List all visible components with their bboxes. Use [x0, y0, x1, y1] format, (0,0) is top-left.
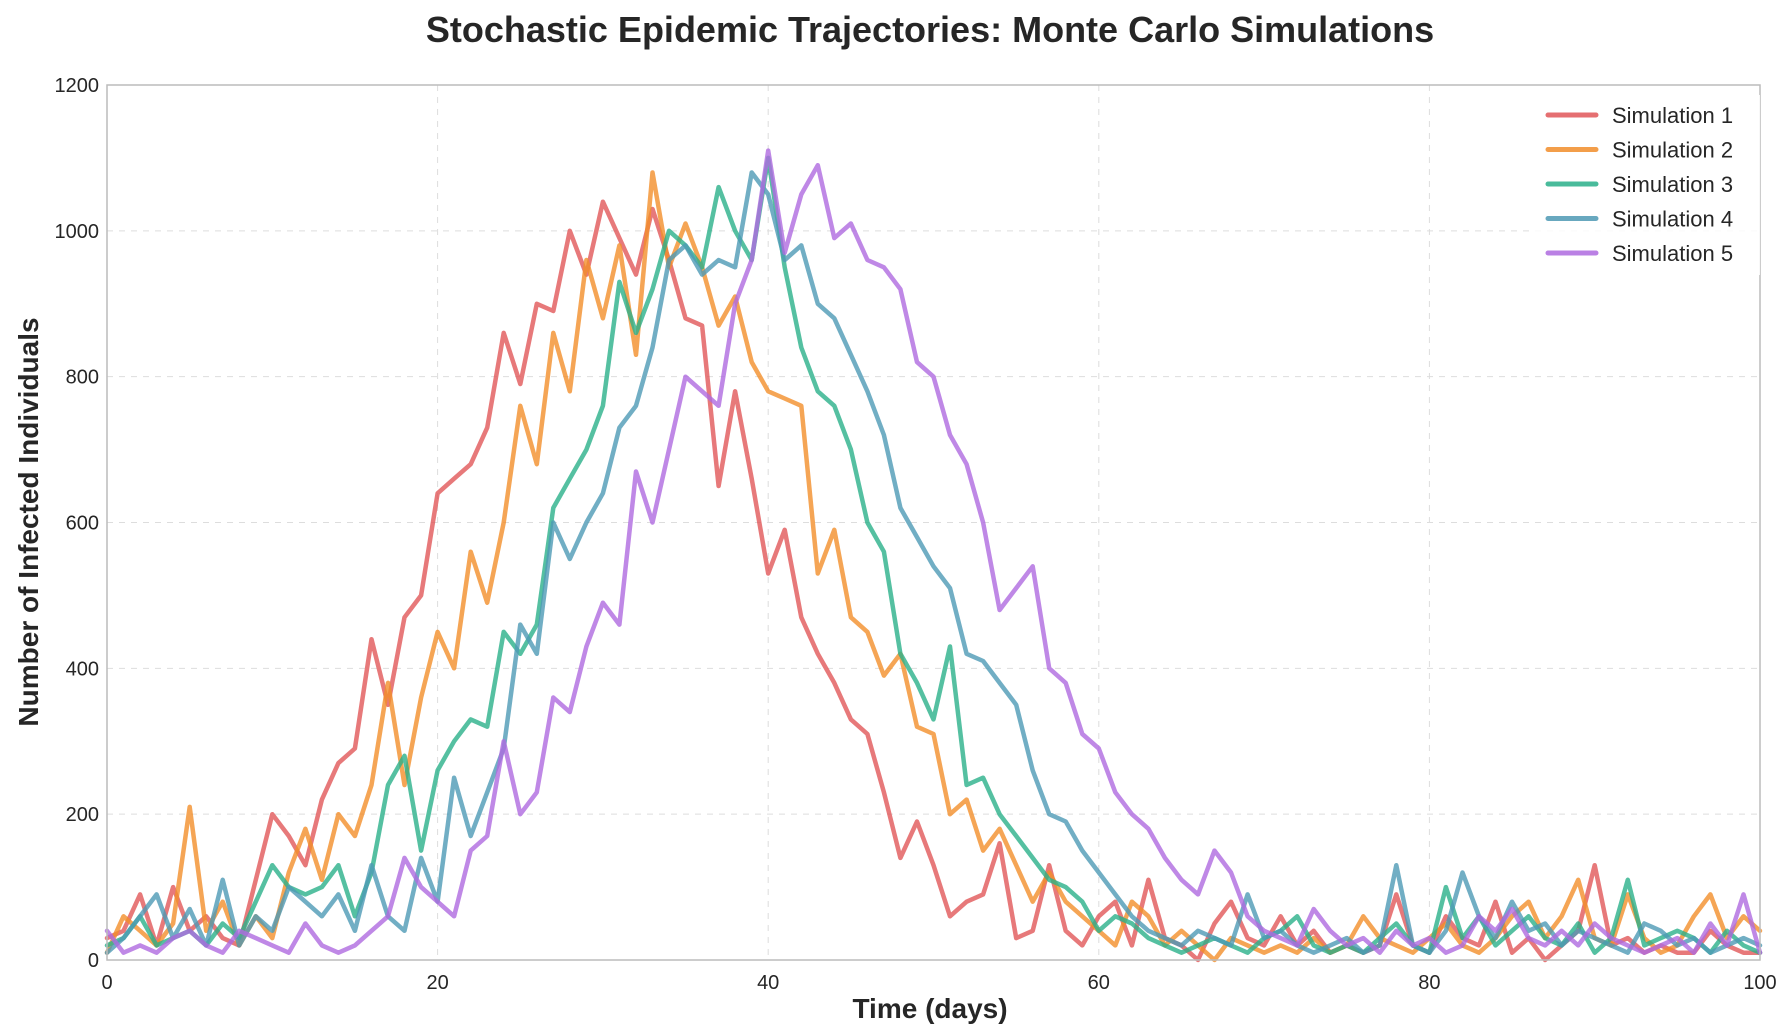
legend-label: Simulation 3: [1612, 172, 1733, 197]
legend-label: Simulation 1: [1612, 103, 1733, 128]
x-tick-label: 60: [1088, 972, 1110, 994]
series-line-simulation-2: [104, 170, 1763, 963]
y-tick-label: 1000: [55, 221, 100, 243]
y-tick-label: 600: [66, 513, 99, 535]
y-tick-label: 200: [66, 804, 99, 826]
legend: Simulation 1 Simulation 2 Simulation 3 Simu…: [1530, 95, 1760, 275]
x-tick-label: 0: [101, 972, 112, 994]
x-axis-ticks: 0 20 40 60 80 100: [101, 972, 1776, 994]
y-tick-label: 800: [66, 367, 99, 389]
plot-frame: [106, 84, 1761, 961]
legend-label: Simulation 5: [1612, 241, 1733, 266]
chart-title: Stochastic Epidemic Trajectories: Monte …: [426, 9, 1434, 50]
legend-label: Simulation 4: [1612, 207, 1733, 232]
series-line-simulation-1: [104, 199, 1763, 963]
y-tick-label: 0: [88, 950, 99, 972]
x-tick-label: 100: [1743, 972, 1776, 994]
x-tick-label: 40: [757, 972, 779, 994]
y-tick-label: 400: [66, 658, 99, 680]
y-axis-label: Number of Infected Individuals: [13, 317, 44, 726]
series-lines: [104, 148, 1763, 963]
x-tick-label: 20: [426, 972, 448, 994]
legend-label: Simulation 2: [1612, 138, 1733, 163]
x-tick-label: 80: [1418, 972, 1440, 994]
y-tick-label: 1200: [55, 75, 100, 97]
y-axis-ticks: 0 200 400 600 800 1000 1200: [55, 75, 100, 972]
grid: [107, 85, 1760, 960]
series-line-simulation-5: [104, 148, 1763, 955]
x-axis-label: Time (days): [852, 993, 1007, 1024]
